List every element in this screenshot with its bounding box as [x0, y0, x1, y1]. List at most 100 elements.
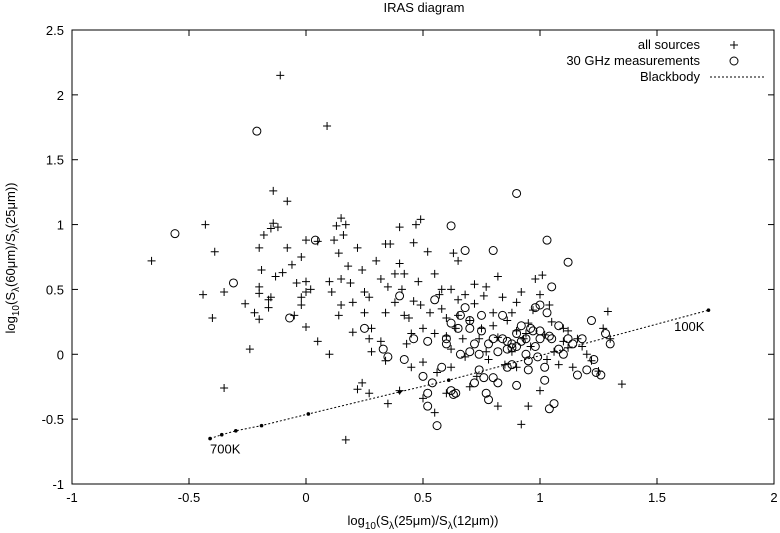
- 30ghz-point: [432, 421, 442, 431]
- 30ghz-point: [558, 349, 568, 359]
- blackbody-point: [446, 378, 451, 383]
- 30ghz-point: [451, 388, 461, 398]
- all-sources-point: [334, 249, 343, 258]
- 30ghz-point: [521, 349, 531, 359]
- all-sources-point: [433, 368, 442, 377]
- y-axis: -1 -0.5 0 0.5 1 1.5 2 2.5: [42, 23, 774, 492]
- 30ghz-series: [170, 126, 615, 431]
- 30ghz-point: [605, 339, 615, 349]
- legend-marker-circle: [729, 56, 739, 66]
- 30ghz-point: [395, 291, 405, 301]
- 30ghz-point: [563, 334, 573, 344]
- 30ghz-point: [507, 339, 517, 349]
- blackbody-point: [208, 436, 212, 441]
- all-sources-point: [416, 300, 425, 309]
- 30ghz-point: [484, 395, 494, 405]
- blackbody-line: [209, 309, 709, 440]
- all-sources-point: [278, 268, 287, 277]
- y-tick-label: 1: [57, 218, 64, 233]
- all-sources-point: [395, 259, 404, 268]
- 30ghz-point: [528, 326, 538, 336]
- 30ghz-point: [535, 334, 545, 344]
- all-sources-point: [313, 237, 322, 246]
- all-sources-point: [559, 337, 568, 346]
- chart-title: IRAS diagram: [384, 0, 465, 15]
- all-sources-point: [517, 420, 526, 429]
- 30ghz-point: [448, 389, 458, 399]
- all-sources-point: [442, 313, 451, 322]
- all-sources-point: [395, 223, 404, 232]
- all-sources-point: [269, 219, 278, 228]
- all-sources-point: [407, 329, 416, 338]
- all-sources-point: [402, 339, 411, 348]
- all-sources-point: [287, 260, 296, 269]
- all-sources-point: [524, 319, 533, 328]
- all-sources-point: [264, 303, 273, 312]
- all-sources-point: [470, 299, 479, 308]
- 30ghz-point: [540, 362, 550, 372]
- 30ghz-point: [516, 321, 526, 331]
- all-sources-point: [266, 224, 275, 233]
- all-sources-point: [241, 299, 250, 308]
- all-sources-point: [381, 308, 390, 317]
- 30ghz-point: [591, 367, 601, 377]
- 30ghz-point: [285, 313, 295, 323]
- plot-frame: [71, 29, 775, 485]
- all-sources-point: [339, 230, 348, 239]
- 30ghz-point: [418, 371, 428, 381]
- all-sources-point: [482, 282, 491, 291]
- 30ghz-point: [498, 310, 508, 320]
- 30ghz-point: [479, 373, 489, 383]
- all-sources-point: [521, 329, 530, 338]
- all-sources-point: [603, 307, 612, 316]
- all-sources-point: [255, 282, 264, 291]
- 30ghz-point: [399, 354, 409, 364]
- all-sources-point: [220, 288, 229, 297]
- all-sources-point: [358, 378, 367, 387]
- all-sources-point: [482, 347, 491, 356]
- all-sources-point: [147, 256, 156, 265]
- all-sources-point: [302, 236, 310, 245]
- all-sources-point: [208, 313, 217, 322]
- 30ghz-point: [409, 334, 419, 344]
- all-sources-point: [344, 262, 353, 271]
- all-sources-point: [400, 269, 409, 278]
- y-tick-label: -0.5: [42, 412, 64, 427]
- 30ghz-point: [446, 318, 456, 328]
- 30ghz-point: [441, 339, 451, 349]
- 30ghz-point: [535, 300, 545, 310]
- all-sources-point: [365, 334, 374, 343]
- all-sources-point: [358, 265, 367, 274]
- blackbody-point: [219, 432, 224, 437]
- all-sources-point: [257, 265, 266, 274]
- all-sources-point: [531, 275, 540, 284]
- 30ghz-point: [530, 342, 540, 352]
- all-sources-point: [507, 308, 516, 317]
- legend-label-30ghz: 30 GHz measurements: [566, 53, 700, 68]
- all-sources-point: [498, 293, 507, 302]
- all-sources-point: [411, 220, 420, 229]
- x-tick-label: 0.5: [414, 490, 432, 505]
- all-sources-point: [269, 186, 278, 195]
- all-sources-point: [386, 240, 395, 249]
- all-sources-point: [536, 386, 544, 395]
- 30ghz-point: [360, 323, 369, 333]
- annotations: 700K 100K: [210, 319, 705, 456]
- 30ghz-point: [554, 321, 564, 331]
- blackbody-point: [259, 423, 264, 428]
- all-sources-point: [493, 402, 502, 411]
- 30ghz-point: [474, 349, 484, 359]
- all-sources-point: [395, 386, 404, 395]
- all-sources-point: [550, 347, 559, 356]
- 30ghz-point: [170, 229, 180, 239]
- all-sources-point: [407, 363, 416, 372]
- all-sources-point: [283, 197, 292, 206]
- x-tick-label: -1: [66, 490, 78, 505]
- all-sources-point: [528, 306, 537, 315]
- all-sources-point: [454, 295, 463, 304]
- 30ghz-point: [521, 334, 531, 344]
- all-sources-point: [606, 334, 615, 343]
- y-tick-label: 0: [57, 347, 64, 362]
- all-sources-point: [559, 324, 568, 333]
- 30ghz-point: [484, 339, 494, 349]
